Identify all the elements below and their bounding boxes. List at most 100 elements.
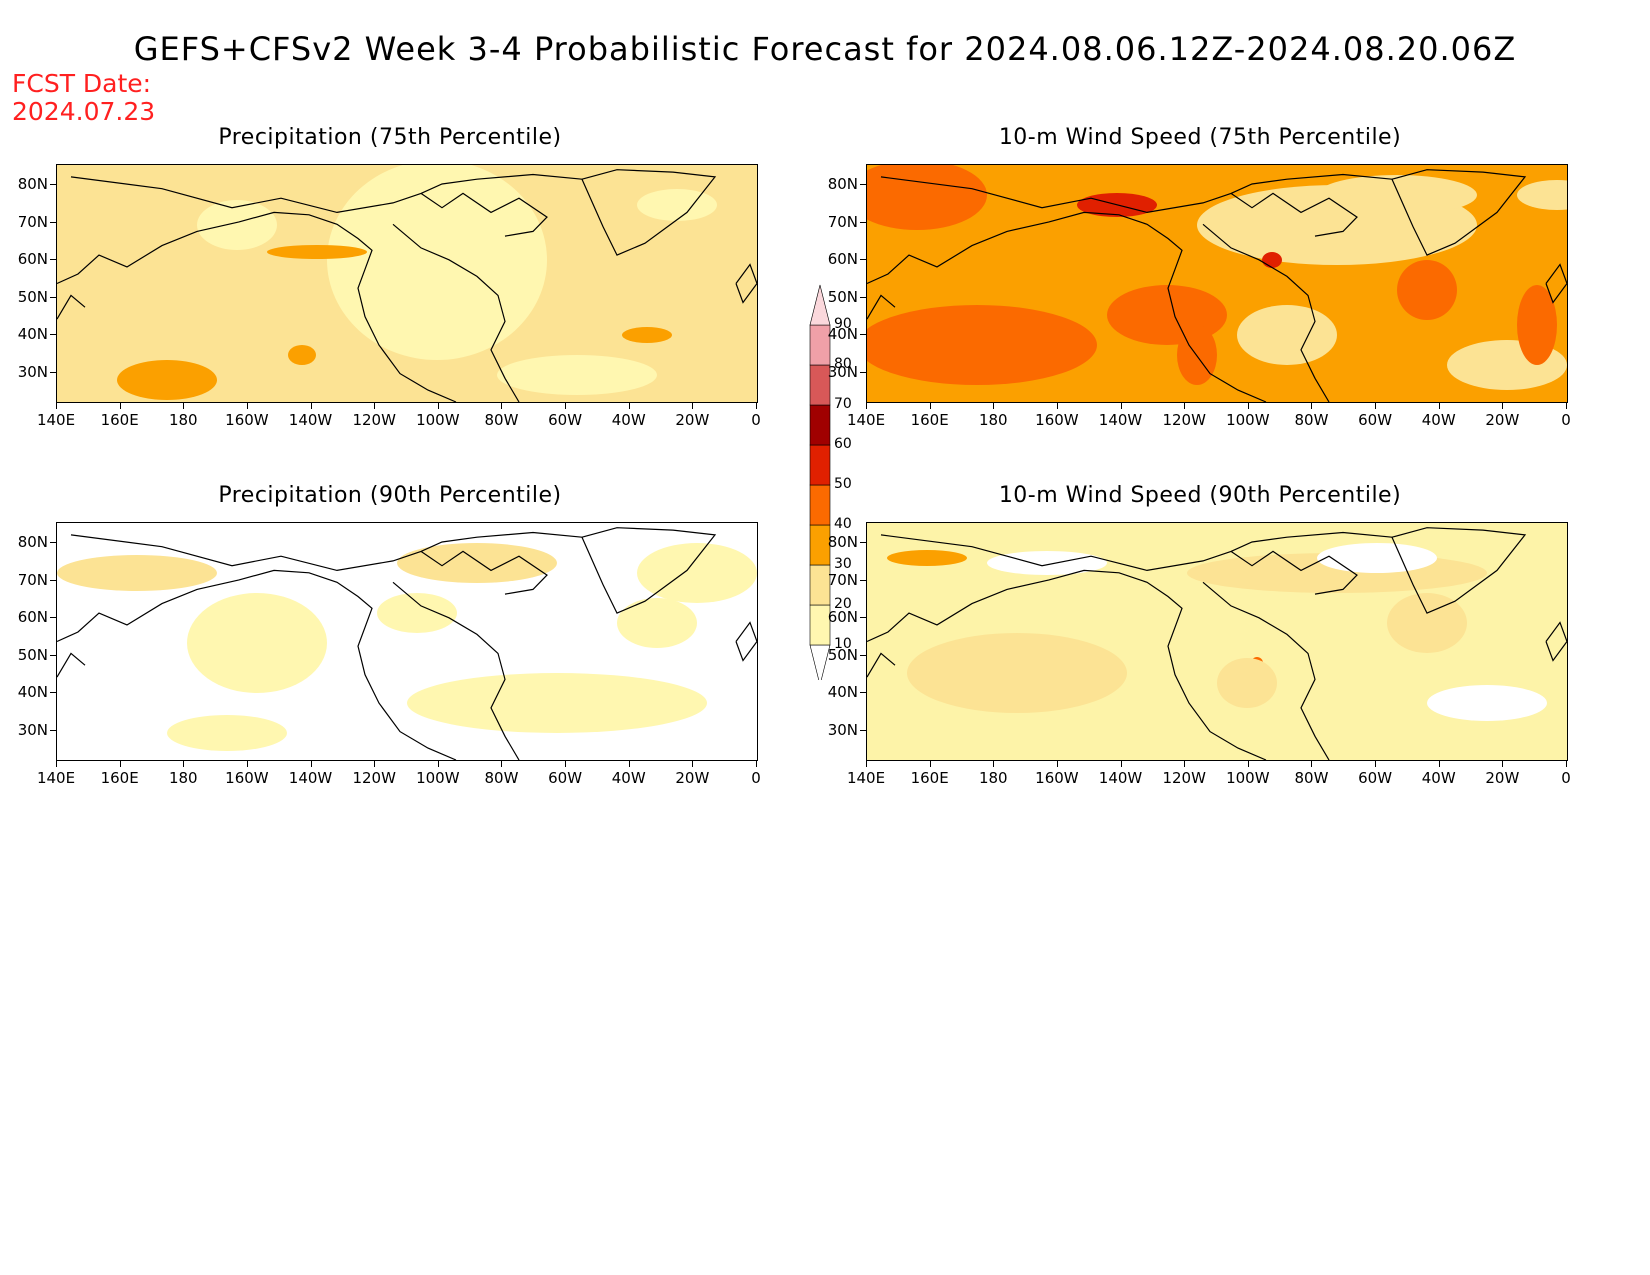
lat-tick-mark	[860, 579, 866, 581]
lat-tick-label: 60N	[827, 608, 858, 626]
coastline	[392, 223, 520, 402]
lon-tick-mark	[1120, 403, 1122, 409]
lat-tick-mark	[50, 729, 56, 731]
lon-tick-mark	[437, 403, 439, 409]
map-precip-90	[56, 522, 758, 761]
lon-tick-mark	[183, 761, 185, 767]
lon-tick-mark	[1375, 761, 1377, 767]
lon-tick-mark	[1566, 403, 1567, 409]
lon-tick-mark	[1056, 761, 1058, 767]
lat-tick-mark	[50, 654, 56, 656]
lon-tick-mark	[183, 403, 185, 409]
lon-tick-label: 60W	[1358, 769, 1393, 787]
lon-tick-label: 0	[751, 411, 761, 429]
lat-tick-mark	[860, 184, 866, 185]
lon-tick-mark	[246, 761, 248, 767]
lon-tick-label: 160E	[910, 769, 949, 787]
coastline	[880, 531, 1393, 572]
lat-tick-label: 80N	[17, 175, 48, 193]
lon-tick-label: 60W	[548, 769, 583, 787]
shaded-region	[397, 543, 557, 583]
shaded-region	[867, 165, 987, 230]
lon-tick-label: 160W	[1035, 411, 1079, 429]
lat-tick-label: 70N	[827, 212, 858, 231]
coastline	[867, 652, 896, 678]
colorbar-segment	[809, 404, 831, 446]
shaded-region	[1427, 685, 1547, 721]
shaded-region	[1317, 543, 1437, 573]
coastline	[420, 192, 548, 237]
shaded-region	[1217, 658, 1277, 708]
lat-tick-mark	[50, 334, 56, 335]
lon-tick-label: 180	[168, 769, 198, 787]
lon-tick-label: 100W	[416, 411, 460, 429]
lat-tick-label: 30N	[17, 720, 48, 739]
panel-title-precip-90: Precipitation (90th Percentile)	[218, 483, 562, 508]
lat-tick-mark	[860, 221, 866, 223]
lat-tick-mark	[50, 617, 56, 618]
lon-tick-label: 140W	[288, 769, 333, 787]
lon-tick-label: 20W	[1485, 411, 1520, 429]
colorbar-tick-label: 10	[834, 636, 852, 652]
forecast-date-value: 2024.07.23	[12, 97, 156, 126]
coastline	[420, 550, 548, 595]
lon-tick-label: 160W	[1035, 769, 1079, 787]
shaded-region	[987, 551, 1107, 575]
lon-tick-mark	[1375, 403, 1377, 409]
lat-tick-mark	[860, 617, 866, 618]
lat-tick-label: 70N	[827, 570, 858, 589]
map-precip-75	[56, 164, 758, 403]
colorbar-segment	[809, 444, 831, 486]
lon-tick-mark	[1247, 403, 1249, 409]
lat-tick-mark	[860, 296, 866, 298]
lon-tick-label: 80W	[1294, 769, 1329, 787]
lat-tick-mark	[860, 654, 866, 656]
coastline	[735, 263, 757, 304]
lat-tick-mark	[860, 371, 866, 373]
coastline	[735, 621, 757, 662]
lat-tick-mark	[860, 692, 866, 693]
lon-tick-label: 60W	[548, 411, 583, 429]
coastline	[1202, 223, 1330, 402]
lon-tick-mark	[565, 403, 567, 409]
lon-tick-mark	[56, 403, 57, 409]
lon-tick-label: 120W	[1162, 769, 1206, 787]
lon-tick-label: 40W	[611, 769, 646, 787]
coastline	[1545, 621, 1567, 662]
lon-tick-label: 180	[978, 769, 1008, 787]
shaded-region	[288, 345, 316, 365]
map-wind-75	[866, 164, 1568, 403]
lon-tick-mark	[628, 761, 630, 767]
lon-tick-label: 100W	[1226, 769, 1270, 787]
lon-tick-label: 160W	[225, 769, 269, 787]
shaded-region	[117, 360, 217, 400]
shaded-region	[197, 200, 277, 250]
lon-tick-mark	[929, 761, 931, 767]
lon-tick-label: 0	[1561, 411, 1571, 429]
lon-tick-label: 180	[168, 411, 198, 429]
lat-tick-label: 30N	[827, 362, 858, 381]
panel-title-precip-75: Precipitation (75th Percentile)	[218, 125, 562, 150]
lon-tick-label: 80W	[484, 769, 519, 787]
lon-tick-mark	[628, 403, 630, 409]
shaded-region	[637, 189, 717, 221]
coastline	[1230, 550, 1358, 595]
lon-tick-mark	[310, 403, 312, 409]
lon-tick-mark	[1566, 761, 1567, 767]
lon-tick-label: 60W	[1358, 411, 1393, 429]
colorbar-tick-label: 20	[834, 596, 852, 612]
shaded-region	[1262, 252, 1282, 268]
lon-tick-mark	[310, 761, 312, 767]
lon-tick-mark	[1438, 761, 1440, 767]
shaded-region	[167, 715, 287, 751]
lat-tick-mark	[50, 296, 56, 298]
lat-tick-mark	[50, 184, 56, 185]
shaded-region	[77, 185, 197, 225]
lon-tick-label: 140E	[36, 769, 76, 787]
coastline	[57, 569, 457, 760]
coastline	[70, 173, 583, 214]
lon-tick-label: 100W	[416, 769, 460, 787]
lon-tick-label: 40W	[1421, 411, 1456, 429]
colorbar-tick-label: 30	[834, 556, 852, 572]
lat-tick-label: 80N	[17, 533, 48, 551]
